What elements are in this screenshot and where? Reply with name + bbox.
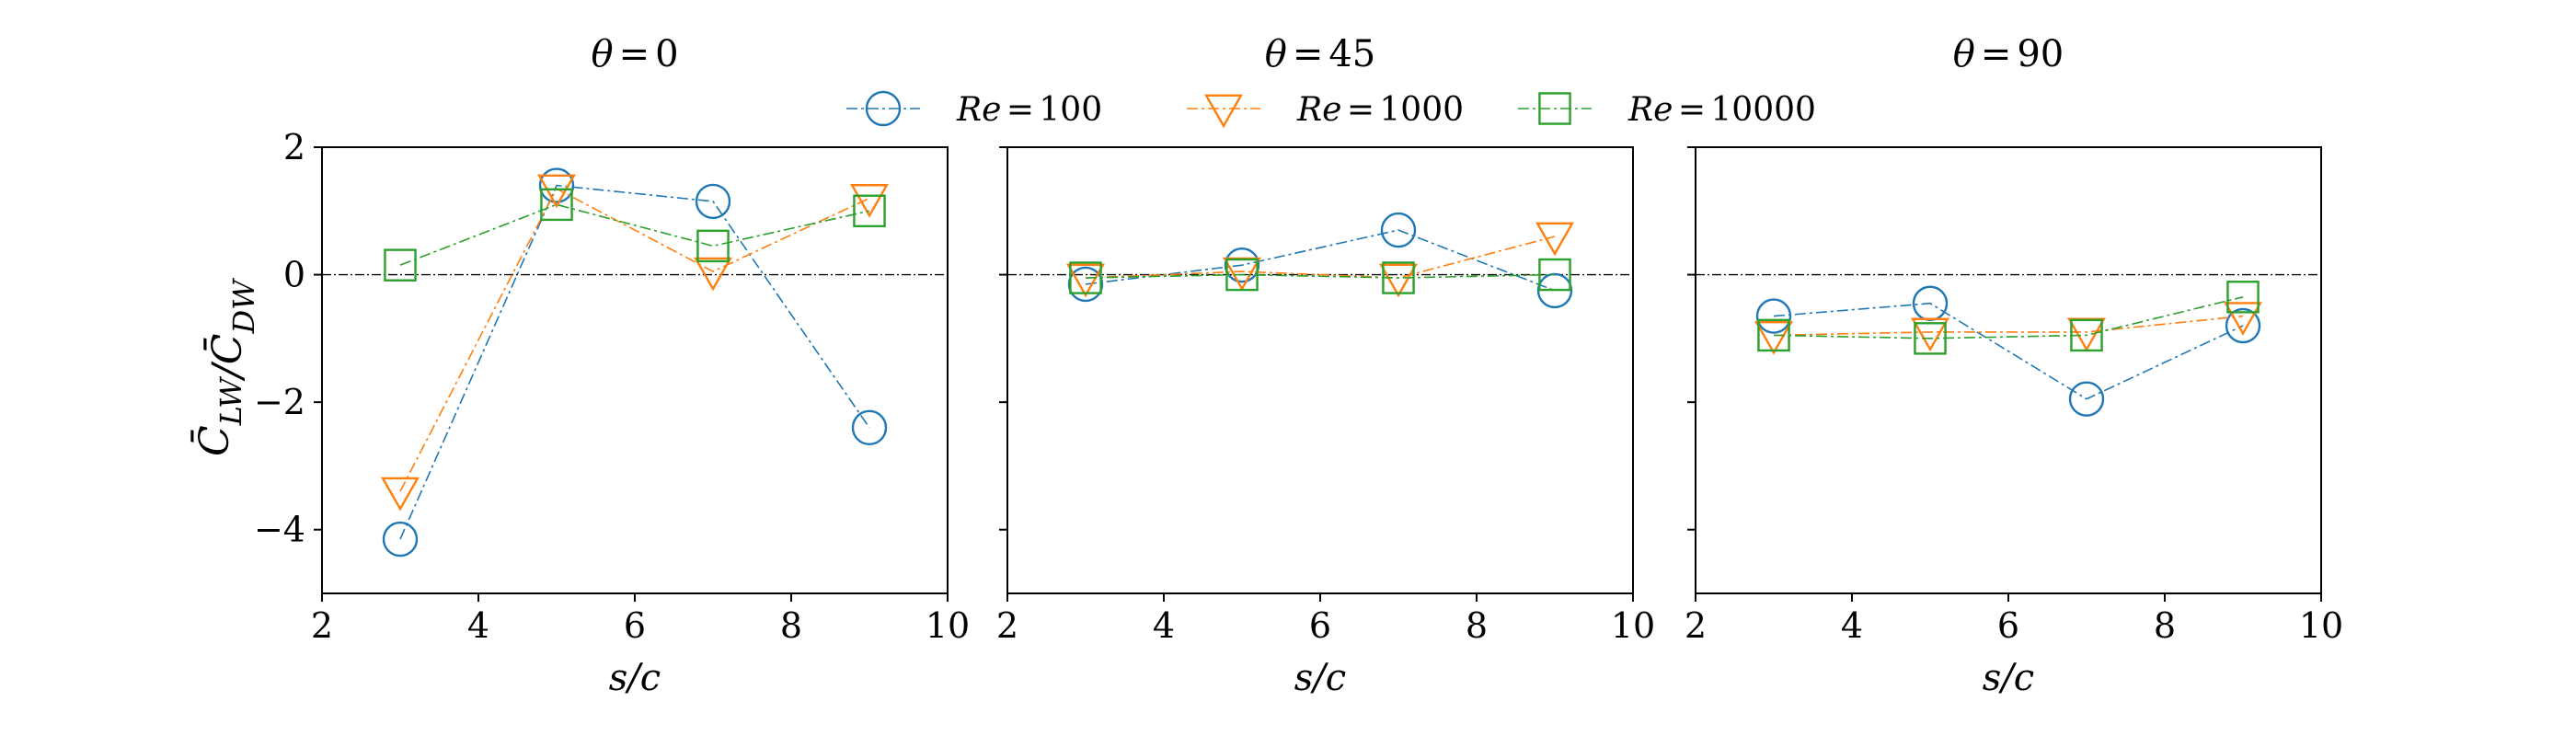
data-point-triangle-down <box>1379 263 1418 298</box>
data-point-square <box>540 188 573 222</box>
x-tick-label: 8 <box>780 605 802 646</box>
data-point-circle <box>2225 307 2261 344</box>
panel-2: θ = 45 2 4 6 8 10 s/c <box>996 33 1655 699</box>
legend-entry-re10000: Re = 10000 <box>1518 91 1816 129</box>
panel-1: θ = 0 2 4 6 8 10 −4 −2 0 2 s/c <box>254 33 970 699</box>
data-point-square <box>1914 322 1947 355</box>
data-point-circle <box>695 183 731 220</box>
legend-marker-square <box>1538 92 1571 125</box>
data-point-square <box>2070 318 2103 352</box>
series-re10000 <box>1069 258 1571 294</box>
legend-marker-triangle-down <box>1204 94 1243 129</box>
x-axis-label: s/c <box>1983 657 2034 699</box>
legend-marker-circle <box>865 90 902 127</box>
axes-frame <box>1695 146 2322 594</box>
x-tick-label: 2 <box>311 605 333 646</box>
data-point-circle <box>851 409 888 446</box>
data-point-triangle-down <box>381 477 420 512</box>
x-tick-label: 4 <box>1841 605 1863 646</box>
data-point-triangle-down <box>1066 263 1105 298</box>
data-point-square <box>1069 261 1102 294</box>
y-tick-label: 2 <box>283 127 305 167</box>
x-tick-label: 10 <box>2299 605 2343 646</box>
series-line <box>1773 315 2244 337</box>
legend-entry-re1000: Re = 1000 <box>1187 91 1464 129</box>
series-re10000 <box>1757 281 2260 355</box>
series-line <box>399 184 870 540</box>
series-line <box>399 187 870 492</box>
data-point-circle <box>1067 266 1104 303</box>
y-tick-label: −4 <box>254 510 305 550</box>
x-tick-label: 2 <box>1685 605 1707 646</box>
data-point-triangle-down <box>1911 317 1949 352</box>
legend-entry-re100: Re = 100 <box>846 90 1102 129</box>
data-point-triangle-down <box>537 174 576 209</box>
x-tick-label: 4 <box>467 605 489 646</box>
data-point-circle <box>382 521 419 558</box>
series-re100 <box>1067 212 1573 309</box>
legend-label: Re = 100 <box>956 91 1102 129</box>
y-tick-label: −2 <box>254 382 305 422</box>
series-line <box>1085 236 1556 279</box>
data-point-circle <box>1380 212 1417 248</box>
x-tick-label: 6 <box>1997 605 2019 646</box>
x-axis-label: s/c <box>1294 657 1346 699</box>
y-tick-label: 0 <box>283 255 305 295</box>
data-point-square <box>1382 261 1415 294</box>
data-point-square <box>2226 281 2260 314</box>
data-point-triangle-down <box>694 257 732 292</box>
series-re1000 <box>1066 222 1574 298</box>
series-line <box>1773 302 2244 400</box>
data-point-square <box>853 194 886 228</box>
panel-3: θ = 90 2 4 6 8 10 s/c <box>1685 33 2343 699</box>
panel-title: θ = 0 <box>591 33 678 75</box>
x-tick-label: 10 <box>1611 605 1655 646</box>
data-point-square <box>696 229 730 263</box>
data-point-triangle-down <box>1535 222 1574 257</box>
series-re1000 <box>381 174 889 512</box>
data-point-triangle-down <box>2224 302 2262 336</box>
data-point-square <box>1225 258 1259 292</box>
x-tick-label: 6 <box>1309 605 1331 646</box>
legend: Re = 100 Re = 1000 Re = 10000 <box>846 90 1816 129</box>
data-point-triangle-down <box>1754 321 1793 355</box>
data-point-square <box>384 248 417 282</box>
y-axis-label-text: C̄LW/C̄DW <box>190 277 261 456</box>
x-tick-label: 8 <box>1466 605 1488 646</box>
data-point-circle <box>2068 381 2105 417</box>
x-tick-label: 4 <box>1153 605 1175 646</box>
y-axis-label: C̄LW/C̄DW <box>190 277 261 456</box>
x-tick-label: 6 <box>624 605 646 646</box>
chart-panels: θ = 0 2 4 6 8 10 −4 −2 0 2 s/c θ = 45 2 4 6 8 10 s/c θ = 90 2 4 6 8 1… <box>254 33 2343 699</box>
data-point-square <box>1538 258 1571 292</box>
x-axis-label: s/c <box>609 657 661 699</box>
series-line <box>1085 273 1556 279</box>
data-point-triangle-down <box>850 184 889 218</box>
series-re100 <box>382 167 888 558</box>
data-point-triangle-down <box>2067 317 2106 352</box>
series-re10000 <box>384 188 886 282</box>
x-tick-label: 10 <box>926 605 970 646</box>
series-line <box>399 203 870 266</box>
x-tick-label: 8 <box>2154 605 2176 646</box>
data-point-square <box>1757 318 1790 352</box>
series-line <box>1085 229 1556 292</box>
x-tick-label: 2 <box>996 605 1018 646</box>
data-point-circle <box>1224 247 1260 283</box>
data-point-circle <box>1755 298 1792 334</box>
panel-title: θ = 90 <box>1953 33 2064 75</box>
series-re100 <box>1755 285 2261 417</box>
panel-title: θ = 45 <box>1265 33 1376 75</box>
data-point-circle <box>1536 272 1573 309</box>
series-line <box>1773 296 2244 339</box>
legend-label: Re = 10000 <box>1627 91 1816 129</box>
data-point-circle <box>538 167 575 203</box>
series-re1000 <box>1754 302 2262 355</box>
axes-frame <box>1006 146 1634 594</box>
legend-label: Re = 1000 <box>1296 91 1464 129</box>
